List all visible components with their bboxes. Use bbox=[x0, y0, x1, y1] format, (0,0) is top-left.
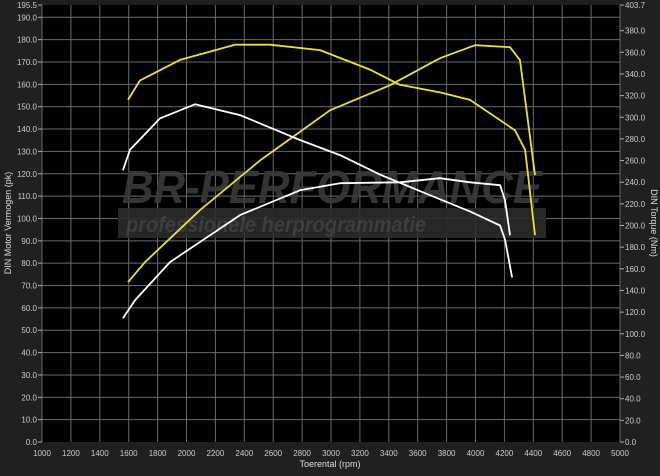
y2-tick-label: 140.0 bbox=[625, 286, 646, 295]
y-tick-label: 70.0 bbox=[21, 282, 37, 291]
watermark-brand: BR-PERFORMANCE bbox=[122, 161, 543, 213]
y2-tick-label: 40.0 bbox=[625, 395, 641, 404]
watermark: BR-PERFORMANCE professionele herprogramm… bbox=[118, 161, 546, 238]
y-tick-label: 10.0 bbox=[21, 416, 37, 425]
watermark-tagline: professionele herprogrammatie bbox=[125, 212, 426, 237]
y2-tick-label: 300.0 bbox=[625, 113, 646, 122]
y2-tick-label: 240.0 bbox=[625, 178, 646, 187]
y-tick-label: 190.0 bbox=[17, 13, 38, 22]
x-tick-label: 1200 bbox=[62, 449, 80, 458]
y2-tick-label: 160.0 bbox=[625, 265, 646, 274]
x-tick-label: 3600 bbox=[409, 449, 427, 458]
x-tick-label: 3000 bbox=[322, 449, 340, 458]
y2-tick-label: 120.0 bbox=[625, 308, 646, 317]
y2-tick-label: 20.0 bbox=[625, 416, 641, 425]
y-tick-label: 100.0 bbox=[17, 214, 38, 223]
y-tick-label: 60.0 bbox=[21, 304, 37, 313]
y2-tick-label: 220.0 bbox=[625, 200, 646, 209]
series-line-3 bbox=[122, 177, 511, 319]
y-tick-label: 0.0 bbox=[26, 438, 38, 447]
y-tick-label: 160.0 bbox=[17, 80, 38, 89]
y-tick-label: 130.0 bbox=[17, 147, 38, 156]
y2-tick-label: 60.0 bbox=[625, 373, 641, 382]
x-tick-label: 4000 bbox=[467, 449, 485, 458]
y-tick-label: 110.0 bbox=[18, 192, 38, 201]
y2-tick-label: 260.0 bbox=[625, 157, 646, 166]
x-tick-label: 1400 bbox=[91, 449, 109, 458]
y2-tick-label: 180.0 bbox=[625, 243, 646, 252]
x-tick-label: 1000 bbox=[33, 449, 51, 458]
y2-tick-label: 200.0 bbox=[625, 222, 646, 231]
y-tick-label: 120.0 bbox=[17, 170, 38, 179]
y2-tick-label: 320.0 bbox=[625, 92, 646, 101]
x-tick-label: 4400 bbox=[524, 449, 542, 458]
y-tick-label: 20.0 bbox=[21, 393, 37, 402]
x-tick-label: 2600 bbox=[264, 449, 282, 458]
x-tick-label: 1800 bbox=[149, 449, 167, 458]
series-line-4 bbox=[122, 103, 513, 278]
y-tick-label: 180.0 bbox=[17, 36, 38, 45]
y2-axis-label: DIN Torque (Nm) bbox=[649, 189, 659, 257]
y2-tick-label: 360.0 bbox=[625, 48, 646, 57]
y-tick-label: 50.0 bbox=[21, 326, 37, 335]
y-tick-label: 195.5 bbox=[17, 1, 38, 10]
x-tick-label: 1600 bbox=[120, 449, 138, 458]
x-tick-label: 2800 bbox=[293, 449, 311, 458]
x-tick-label: 2000 bbox=[178, 449, 196, 458]
x-tick-label: 4600 bbox=[553, 449, 571, 458]
x-tick-label: 3400 bbox=[380, 449, 398, 458]
x-tick-label: 4800 bbox=[582, 449, 600, 458]
y-tick-label: 80.0 bbox=[21, 259, 37, 268]
y2-tick-label: 80.0 bbox=[625, 351, 641, 360]
series-group bbox=[122, 43, 536, 319]
x-tick-label: 3800 bbox=[438, 449, 456, 458]
x-tick-label: 2200 bbox=[207, 449, 225, 458]
y2-tick-label: 0.0 bbox=[625, 438, 637, 447]
y2-tick-label: 403.7 bbox=[625, 1, 646, 10]
y-axis-label: DIN Motor Vermogen (pk) bbox=[3, 172, 13, 275]
y-tick-label: 140.0 bbox=[17, 125, 38, 134]
y2-tick-label: 340.0 bbox=[625, 70, 646, 79]
y-tick-label: 30.0 bbox=[21, 371, 37, 380]
y2-tick-label: 280.0 bbox=[625, 135, 646, 144]
series-line-1 bbox=[127, 44, 536, 283]
y-tick-label: 170.0 bbox=[17, 58, 38, 67]
series-line-2 bbox=[127, 43, 536, 236]
x-tick-label: 4200 bbox=[496, 449, 514, 458]
y2-tick-label: 100.0 bbox=[625, 330, 646, 339]
x-axis-label: Toerental (rpm) bbox=[299, 459, 360, 469]
y-tick-label: 40.0 bbox=[21, 349, 37, 358]
x-tick-label: 2400 bbox=[235, 449, 253, 458]
y2-tick-label: 380.0 bbox=[625, 27, 646, 36]
x-tick-label: 3200 bbox=[351, 449, 369, 458]
axes: 1000 1200 1400 1600 1800 2000 2200 2400 2600 2800… bbox=[17, 1, 646, 458]
y-tick-label: 150.0 bbox=[17, 103, 38, 112]
x-tick-label: 5000 bbox=[611, 449, 629, 458]
y-tick-label: 90.0 bbox=[21, 237, 37, 246]
